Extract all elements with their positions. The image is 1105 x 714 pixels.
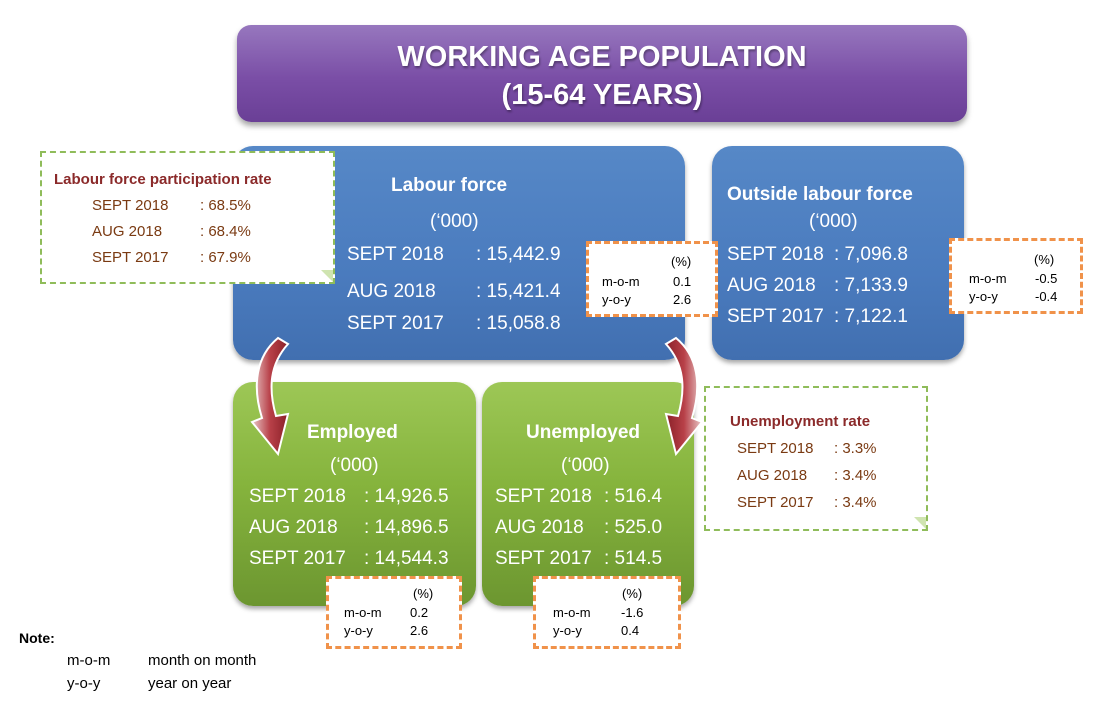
curved-arrow-left-icon bbox=[248, 336, 300, 466]
note-meaning-0: month on month bbox=[148, 652, 257, 669]
unemp-yoy-label: y-o-y bbox=[553, 623, 582, 638]
note-abbr-0: m-o-m bbox=[67, 652, 111, 669]
olf-row-value-1: : 7,133.9 bbox=[834, 275, 908, 296]
unemployed-change-box: (%) m-o-m -1.6 y-o-y 0.4 bbox=[533, 576, 681, 649]
emp-row-label-1: AUG 2018 bbox=[249, 517, 338, 538]
curved-arrow-right-icon bbox=[654, 336, 706, 466]
lf-change-pct: (%) bbox=[671, 254, 692, 269]
unemp-mom-label: m-o-m bbox=[553, 605, 591, 620]
lfpr-row-value-0: : 68.5% bbox=[200, 197, 251, 214]
lfpr-row-value-2: : 67.9% bbox=[200, 249, 251, 266]
olf-mom-value: -0.5 bbox=[1035, 271, 1058, 286]
emp-row-label-2: SEPT 2017 bbox=[249, 548, 346, 569]
emp-change-pct: (%) bbox=[413, 586, 434, 601]
title-line-1: WORKING AGE POPULATION bbox=[397, 41, 807, 73]
unemp-row-label-1: AUG 2018 bbox=[495, 517, 584, 538]
page-fold-icon bbox=[321, 270, 333, 282]
olf-yoy-value: -0.4 bbox=[1035, 289, 1058, 304]
note-meaning-1: year on year bbox=[148, 675, 232, 692]
lfpr-note-box: Labour force participation rate SEPT 201… bbox=[40, 151, 335, 284]
note-label: Note: bbox=[19, 630, 55, 646]
ur-row-value-1: : 3.4% bbox=[834, 467, 877, 484]
lf-row-value-0: : 15,442.9 bbox=[476, 244, 561, 265]
lf-row-label-0: SEPT 2018 bbox=[347, 244, 444, 265]
emp-yoy-label: y-o-y bbox=[344, 623, 373, 638]
emp-mom-value: 0.2 bbox=[410, 605, 429, 620]
labour-force-heading: Labour force bbox=[391, 175, 508, 196]
employed-heading: Employed bbox=[307, 422, 398, 443]
lf-mom-label: m-o-m bbox=[602, 274, 640, 289]
unemp-yoy-value: 0.4 bbox=[621, 623, 640, 638]
unemployed-heading: Unemployed bbox=[526, 422, 641, 443]
unemp-mom-value: -1.6 bbox=[621, 605, 644, 620]
lf-mom-value: 0.1 bbox=[673, 274, 692, 289]
unemployed-unit: (‘000) bbox=[561, 455, 610, 476]
employed-unit: (‘000) bbox=[330, 455, 379, 476]
outside-labour-force-box: Outside labour force (‘000) SEPT 2018 : … bbox=[712, 146, 964, 360]
olf-row-label-0: SEPT 2018 bbox=[727, 244, 824, 265]
lf-yoy-label: y-o-y bbox=[602, 292, 631, 307]
emp-row-value-0: : 14,926.5 bbox=[364, 486, 449, 507]
emp-yoy-value: 2.6 bbox=[410, 623, 429, 638]
ur-row-label-0: SEPT 2018 bbox=[737, 440, 814, 457]
olf-unit: (‘000) bbox=[809, 211, 858, 232]
unemp-row-label-0: SEPT 2018 bbox=[495, 486, 592, 507]
labour-force-unit: (‘000) bbox=[430, 211, 479, 232]
unemp-row-value-1: : 525.0 bbox=[604, 517, 663, 538]
lfpr-row-label-1: AUG 2018 bbox=[92, 223, 163, 240]
title-line-2: (15-64 YEARS) bbox=[501, 79, 703, 111]
unemp-row-label-2: SEPT 2017 bbox=[495, 548, 592, 569]
unemp-row-value-0: : 516.4 bbox=[604, 486, 663, 507]
ur-row-value-2: : 3.4% bbox=[834, 494, 877, 511]
emp-row-label-0: SEPT 2018 bbox=[249, 486, 346, 507]
lf-yoy-value: 2.6 bbox=[673, 292, 692, 307]
ur-row-label-2: SEPT 2017 bbox=[737, 494, 814, 511]
unemp-change-pct: (%) bbox=[622, 586, 643, 601]
olf-row-label-1: AUG 2018 bbox=[727, 275, 816, 296]
olf-mom-label: m-o-m bbox=[969, 271, 1007, 286]
lf-row-value-2: : 15,058.8 bbox=[476, 313, 561, 334]
olf-yoy-label: y-o-y bbox=[969, 289, 998, 304]
lf-row-label-2: SEPT 2017 bbox=[347, 313, 444, 334]
olf-change-pct: (%) bbox=[1034, 252, 1055, 267]
olf-heading: Outside labour force bbox=[727, 184, 913, 205]
note-abbr-1: y-o-y bbox=[67, 675, 101, 692]
olf-row-value-2: : 7,122.1 bbox=[834, 306, 908, 327]
ur-row-label-1: AUG 2018 bbox=[737, 467, 808, 484]
lfpr-row-label-0: SEPT 2018 bbox=[92, 197, 169, 214]
unemployed-box: Unemployed (‘000) SEPT 2018 : 516.4 AUG … bbox=[482, 382, 694, 606]
unemp-row-value-2: : 514.5 bbox=[604, 548, 663, 569]
ur-title: Unemployment rate bbox=[730, 413, 871, 430]
olf-change-box: (%) m-o-m -0.5 y-o-y -0.4 bbox=[949, 238, 1083, 314]
emp-row-value-1: : 14,896.5 bbox=[364, 517, 449, 538]
olf-row-label-2: SEPT 2017 bbox=[727, 306, 824, 327]
olf-row-value-0: : 7,096.8 bbox=[834, 244, 908, 265]
ur-row-value-0: : 3.3% bbox=[834, 440, 877, 457]
lf-change-box: (%) m-o-m 0.1 y-o-y 2.6 bbox=[586, 241, 718, 317]
lfpr-row-value-1: : 68.4% bbox=[200, 223, 251, 240]
emp-mom-label: m-o-m bbox=[344, 605, 382, 620]
lfpr-title: Labour force participation rate bbox=[54, 171, 272, 188]
lfpr-row-label-2: SEPT 2017 bbox=[92, 249, 169, 266]
unemployment-rate-note-box: Unemployment rate SEPT 2018 : 3.3% AUG 2… bbox=[704, 386, 928, 531]
lf-row-value-1: : 15,421.4 bbox=[476, 281, 561, 302]
page-title-banner: WORKING AGE POPULATION (15-64 YEARS) bbox=[237, 25, 967, 122]
page-fold-icon bbox=[914, 517, 926, 529]
employed-change-box: (%) m-o-m 0.2 y-o-y 2.6 bbox=[326, 576, 462, 649]
lf-row-label-1: AUG 2018 bbox=[347, 281, 436, 302]
emp-row-value-2: : 14,544.3 bbox=[364, 548, 449, 569]
